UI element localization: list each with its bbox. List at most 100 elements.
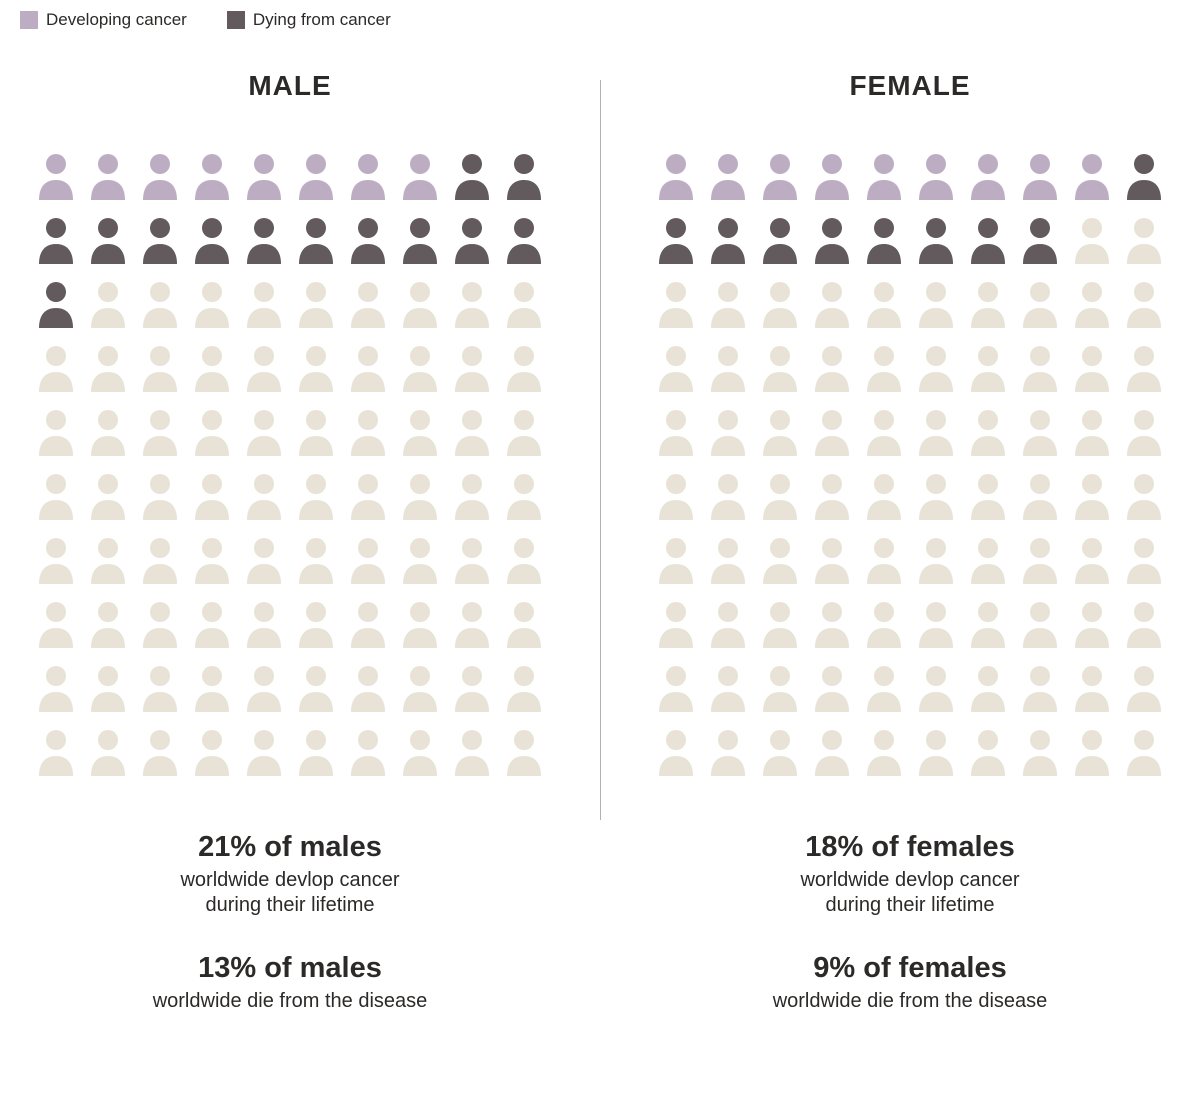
- person-icon: [917, 600, 955, 648]
- person-icon: [813, 280, 851, 328]
- person-icon: [297, 472, 335, 520]
- person-icon: [761, 664, 799, 712]
- person-icon: [349, 728, 387, 776]
- person-icon: [709, 216, 747, 264]
- stat-female-die: 9% of females worldwide die from the dis…: [773, 952, 1048, 1014]
- legend-swatch-developing: [20, 11, 38, 29]
- person-icon: [453, 344, 491, 392]
- stat-female-develop: 18% of females worldwide devlop cancer d…: [773, 831, 1048, 918]
- person-icon: [193, 472, 231, 520]
- person-icon: [141, 728, 179, 776]
- person-icon: [297, 408, 335, 456]
- person-icon: [657, 152, 695, 200]
- person-icon: [349, 472, 387, 520]
- person-icon: [969, 472, 1007, 520]
- person-icon: [401, 152, 439, 200]
- person-icon: [37, 344, 75, 392]
- person-icon: [1125, 664, 1163, 712]
- person-icon: [89, 472, 127, 520]
- person-icon: [505, 344, 543, 392]
- panel-title-male: MALE: [248, 70, 331, 102]
- person-icon: [1021, 152, 1059, 200]
- person-icon: [193, 600, 231, 648]
- person-icon: [709, 280, 747, 328]
- person-icon: [657, 472, 695, 520]
- person-icon: [1125, 536, 1163, 584]
- person-icon: [761, 472, 799, 520]
- person-icon: [141, 408, 179, 456]
- person-icon: [349, 216, 387, 264]
- person-icon: [813, 152, 851, 200]
- stat-headline: 9% of females: [773, 952, 1048, 985]
- legend-item-dying: Dying from cancer: [227, 10, 391, 30]
- person-icon: [89, 216, 127, 264]
- person-icon: [969, 664, 1007, 712]
- person-icon: [865, 344, 903, 392]
- person-icon: [193, 536, 231, 584]
- person-icon: [37, 664, 75, 712]
- person-icon: [1125, 152, 1163, 200]
- stat-headline: 18% of females: [773, 831, 1048, 864]
- person-icon: [969, 600, 1007, 648]
- person-icon: [709, 152, 747, 200]
- stat-sub: worldwide devlop cancer: [153, 868, 428, 893]
- person-icon: [505, 728, 543, 776]
- person-icon: [505, 536, 543, 584]
- person-icon: [89, 280, 127, 328]
- person-icon: [505, 216, 543, 264]
- person-icon: [89, 728, 127, 776]
- person-icon: [193, 152, 231, 200]
- stat-sub: worldwide die from the disease: [773, 989, 1048, 1014]
- person-icon: [297, 280, 335, 328]
- person-icon: [141, 664, 179, 712]
- person-icon: [657, 664, 695, 712]
- person-icon: [969, 344, 1007, 392]
- person-icon: [349, 344, 387, 392]
- person-icon: [1073, 216, 1111, 264]
- person-icon: [401, 728, 439, 776]
- person-icon: [969, 408, 1007, 456]
- person-icon: [141, 536, 179, 584]
- person-icon: [1021, 216, 1059, 264]
- person-icon: [245, 280, 283, 328]
- person-icon: [1125, 600, 1163, 648]
- person-icon: [245, 216, 283, 264]
- person-icon: [917, 344, 955, 392]
- person-icon: [297, 216, 335, 264]
- person-icon: [245, 664, 283, 712]
- person-icon: [505, 152, 543, 200]
- person-icon: [297, 152, 335, 200]
- person-icon: [917, 408, 955, 456]
- person-icon: [865, 216, 903, 264]
- person-icon: [193, 408, 231, 456]
- person-icon: [453, 728, 491, 776]
- person-icon: [297, 600, 335, 648]
- person-icon: [917, 536, 955, 584]
- person-icon: [37, 408, 75, 456]
- panel-title-female: FEMALE: [849, 70, 970, 102]
- person-icon: [709, 344, 747, 392]
- person-icon: [89, 344, 127, 392]
- person-icon: [245, 472, 283, 520]
- person-icon: [865, 728, 903, 776]
- person-icon: [1073, 408, 1111, 456]
- person-icon: [349, 280, 387, 328]
- person-icon: [349, 664, 387, 712]
- person-icon: [709, 472, 747, 520]
- person-icon: [761, 600, 799, 648]
- person-icon: [1073, 344, 1111, 392]
- person-icon: [969, 536, 1007, 584]
- person-icon: [453, 472, 491, 520]
- person-icon: [657, 408, 695, 456]
- person-icon: [141, 472, 179, 520]
- person-icon: [1021, 408, 1059, 456]
- person-icon: [865, 536, 903, 584]
- person-icon: [349, 536, 387, 584]
- person-icon: [401, 408, 439, 456]
- person-icon: [141, 216, 179, 264]
- person-icon: [1125, 728, 1163, 776]
- person-icon: [141, 280, 179, 328]
- person-icon: [917, 728, 955, 776]
- stat-sub: during their lifetime: [773, 893, 1048, 918]
- person-icon: [761, 408, 799, 456]
